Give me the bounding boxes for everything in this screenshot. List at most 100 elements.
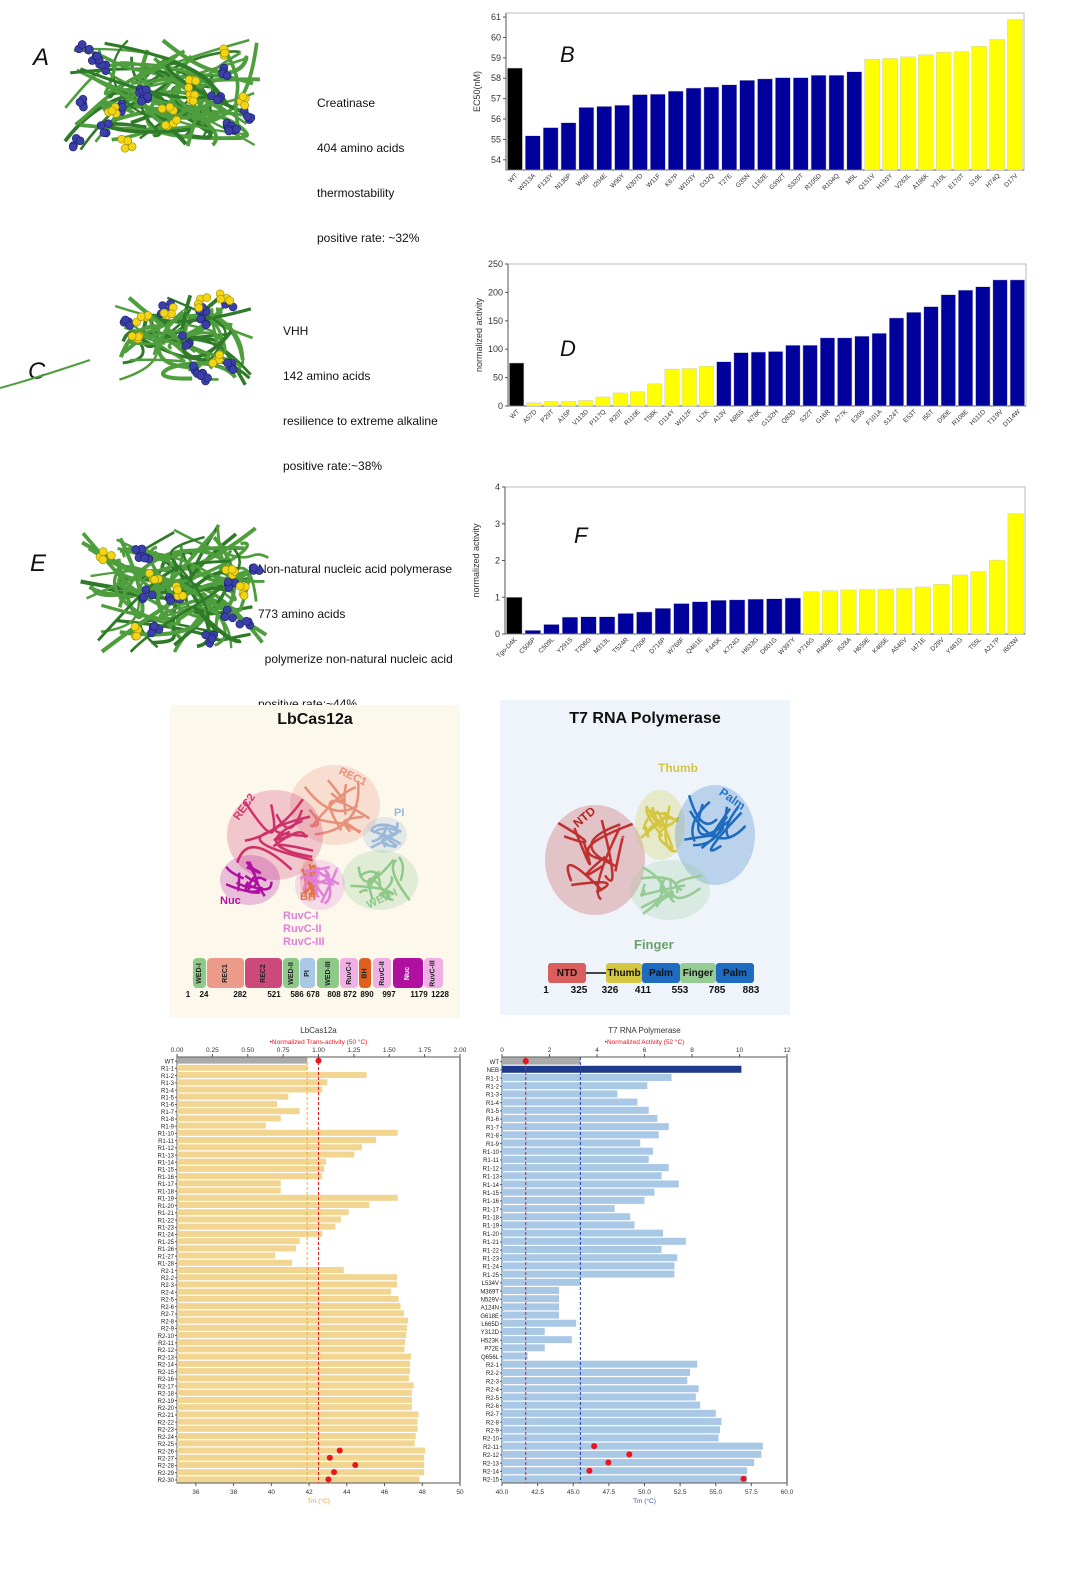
ribbon [116, 564, 268, 637]
residue-tick: 997 [382, 990, 396, 999]
x-tick-label: Y750P [630, 636, 649, 655]
x-tick-label: M313L [593, 636, 612, 655]
row-label: R1-18 [483, 1216, 500, 1222]
row-label: R2-14 [483, 1470, 500, 1476]
bar-R2-21 [177, 1411, 419, 1418]
helix [709, 811, 743, 852]
bar-R1-1 [177, 1064, 308, 1071]
bar-W36I [578, 107, 595, 171]
bar-R2-22 [177, 1418, 418, 1425]
bar-R1-2 [502, 1082, 648, 1090]
bar-NEB [502, 1065, 742, 1073]
top-tick-label: 0.75 [277, 1047, 290, 1054]
helix [235, 860, 258, 889]
bar-WT [509, 362, 525, 407]
pi-domain [363, 817, 407, 853]
helix [571, 880, 609, 894]
bar-L162E [757, 78, 773, 171]
ribbon [120, 38, 250, 91]
ribbon [123, 325, 242, 370]
bottom-tick-label: 50 [456, 1489, 464, 1496]
row-label: L534V [482, 1281, 499, 1287]
atom-sphere [178, 331, 187, 340]
panel-a-description: Creatinase 404 amino acids thermostabili… [317, 66, 419, 261]
bar-P29T [543, 401, 559, 407]
bar-R2-13 [502, 1459, 755, 1467]
bottom-tick-label: 44 [343, 1489, 351, 1496]
x-tick-label: Y481G [945, 636, 964, 655]
bar-R1-13 [502, 1172, 662, 1180]
row-label: R1-9 [161, 1124, 175, 1130]
panel-e-description: Non-natural nucleic acid polymerase 773 … [258, 532, 453, 727]
ribbon [139, 336, 251, 380]
x-tick-label: T55L [968, 636, 984, 652]
x-tick-label: F101A [865, 408, 884, 427]
bar-A57D [526, 402, 542, 407]
residue-tick: 1179 [410, 990, 428, 999]
helix [614, 835, 625, 872]
row-label: R2-9 [161, 1327, 175, 1333]
activity-dot-R2-29 [331, 1469, 338, 1476]
y-tick-label: 1 [495, 592, 500, 602]
x-tick-label: S320T [787, 172, 806, 191]
bar-R1-20 [502, 1229, 664, 1237]
helix [644, 805, 662, 829]
row-label: N529V [481, 1297, 499, 1303]
atom-sphere [242, 616, 251, 626]
chart-lbcas12a: LbCas12a •Normalized Trans-activity (50 °… [158, 1026, 467, 1505]
domain-block: REC2 [245, 958, 282, 988]
bar-R2-4 [177, 1288, 392, 1295]
bar-Y291S [561, 616, 579, 635]
bar-D601G [766, 598, 783, 635]
row-label: R2-17 [158, 1384, 175, 1390]
row-label: R2-4 [161, 1290, 175, 1296]
row-label: R2-21 [158, 1413, 175, 1419]
row-label: R1-17 [483, 1207, 500, 1213]
bottom-tick-label: 36 [192, 1489, 200, 1496]
bar-P117Q [595, 396, 611, 407]
ribbon [119, 550, 237, 602]
helix [600, 819, 614, 882]
bar-Y750P [636, 611, 653, 635]
row-label: R2-9 [486, 1429, 500, 1435]
bar-W11F [650, 93, 666, 171]
bar-R2-8 [502, 1418, 722, 1426]
x-tick-label: W313A [517, 172, 537, 192]
x-tick-label: D601G [759, 636, 779, 656]
bar-D29V [933, 584, 950, 635]
row-label: R1-22 [483, 1248, 500, 1254]
description-line: Non-natural nucleic acid polymerase [258, 562, 453, 576]
atom-sphere [131, 545, 141, 554]
row-label: R2-10 [158, 1334, 175, 1340]
helix [700, 825, 725, 850]
y-tick-label: 2 [495, 556, 500, 566]
bar-W768F [673, 603, 690, 635]
helix [669, 878, 702, 900]
x-tick-label: F133Y [537, 172, 556, 191]
row-label: R2-14 [158, 1363, 175, 1369]
t7-structure-title: T7 RNA Polymerase [569, 710, 721, 727]
bar-T524R [617, 613, 634, 635]
ruvc-domain [295, 860, 345, 910]
y-tick-label: 55 [491, 134, 501, 144]
bar-R2-15 [177, 1368, 411, 1375]
bar-S19L [971, 45, 988, 171]
bar-R1-6 [502, 1114, 658, 1122]
row-label: R1-7 [161, 1110, 175, 1116]
atom-sphere [208, 358, 218, 368]
ribbon-tail [0, 359, 91, 389]
bar-C506P [524, 630, 541, 635]
atom-sphere [202, 293, 212, 302]
bar-R2-15 [502, 1475, 748, 1483]
bar-K465E [877, 588, 894, 635]
bar-T58K [647, 383, 663, 407]
bar-Q151V [864, 59, 880, 171]
thumb-label: Thumb [658, 761, 698, 775]
bar-R2-26 [177, 1447, 426, 1454]
x-tick-label: S124T [882, 408, 901, 427]
bar-G392T [775, 77, 791, 171]
atom-sphere [215, 350, 224, 360]
domain-block: RuvC-III [424, 958, 443, 988]
x-tick-label: R105D [804, 172, 823, 191]
row-label: R2-8 [161, 1319, 175, 1325]
